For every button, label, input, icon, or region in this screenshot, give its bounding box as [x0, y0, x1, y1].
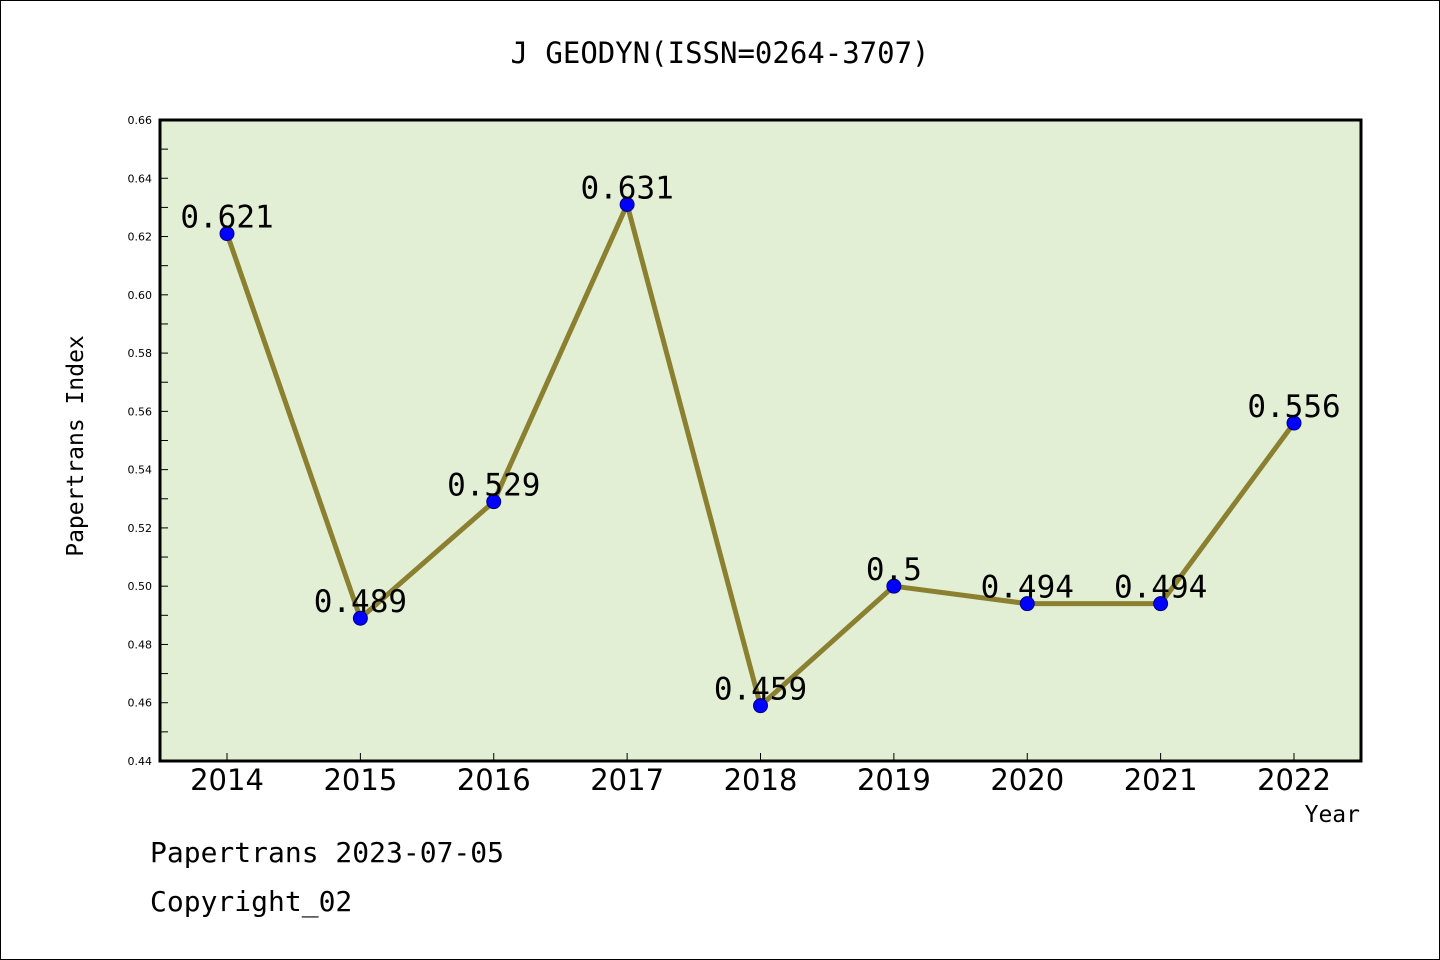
data-label: 0.529 — [447, 468, 540, 504]
data-point — [219, 226, 235, 242]
footer-date: Papertrans 2023-07-05 — [150, 836, 505, 869]
y-tick-label: 0.58 — [128, 347, 153, 360]
y-tick-label: 0.50 — [128, 580, 153, 593]
data-point — [886, 578, 902, 594]
y-tick-label: 0.46 — [128, 697, 153, 710]
chart-title: J GEODYN(ISSN=0264-3707) — [510, 36, 930, 70]
x-tick-label: 2017 — [590, 763, 664, 797]
data-point — [352, 610, 368, 626]
data-point — [1153, 596, 1169, 612]
data-point — [1019, 596, 1035, 612]
y-tick-label: 0.56 — [128, 405, 153, 418]
data-label: 0.489 — [314, 584, 407, 620]
y-tick-label: 0.60 — [128, 289, 153, 302]
x-tick-label: 2021 — [1124, 763, 1198, 797]
y-tick-label: 0.66 — [128, 114, 153, 127]
data-label: 0.621 — [180, 200, 273, 236]
data-label: 0.631 — [580, 170, 673, 206]
plot-area — [158, 118, 1363, 763]
x-axis-label: Year — [1304, 802, 1360, 828]
footer-copyright: Copyright_02 — [150, 885, 353, 918]
data-label: 0.459 — [714, 672, 807, 708]
data-label: 0.494 — [981, 570, 1074, 606]
x-tick-label: 2022 — [1257, 763, 1331, 797]
y-tick-label: 0.52 — [128, 522, 153, 535]
data-label: 0.494 — [1114, 570, 1207, 606]
x-tick-label: 2019 — [857, 763, 931, 797]
data-label: 0.5 — [866, 552, 922, 588]
data-point — [753, 698, 768, 714]
y-tick-label: 0.54 — [128, 464, 153, 477]
data-point — [486, 494, 502, 510]
y-tick-label: 0.44 — [128, 755, 153, 768]
data-label: 0.556 — [1247, 389, 1340, 425]
x-tick-label: 2014 — [190, 763, 264, 797]
x-tick-label: 2016 — [457, 763, 531, 797]
data-point — [619, 196, 635, 212]
y-tick-label: 0.48 — [128, 638, 153, 651]
x-tick-label: 2015 — [323, 763, 397, 797]
x-tick-label: 2018 — [724, 763, 798, 797]
y-tick-label: 0.62 — [128, 231, 153, 244]
y-tick-label: 0.64 — [128, 172, 153, 185]
x-tick-label: 2020 — [990, 763, 1064, 797]
data-point — [1286, 415, 1302, 431]
